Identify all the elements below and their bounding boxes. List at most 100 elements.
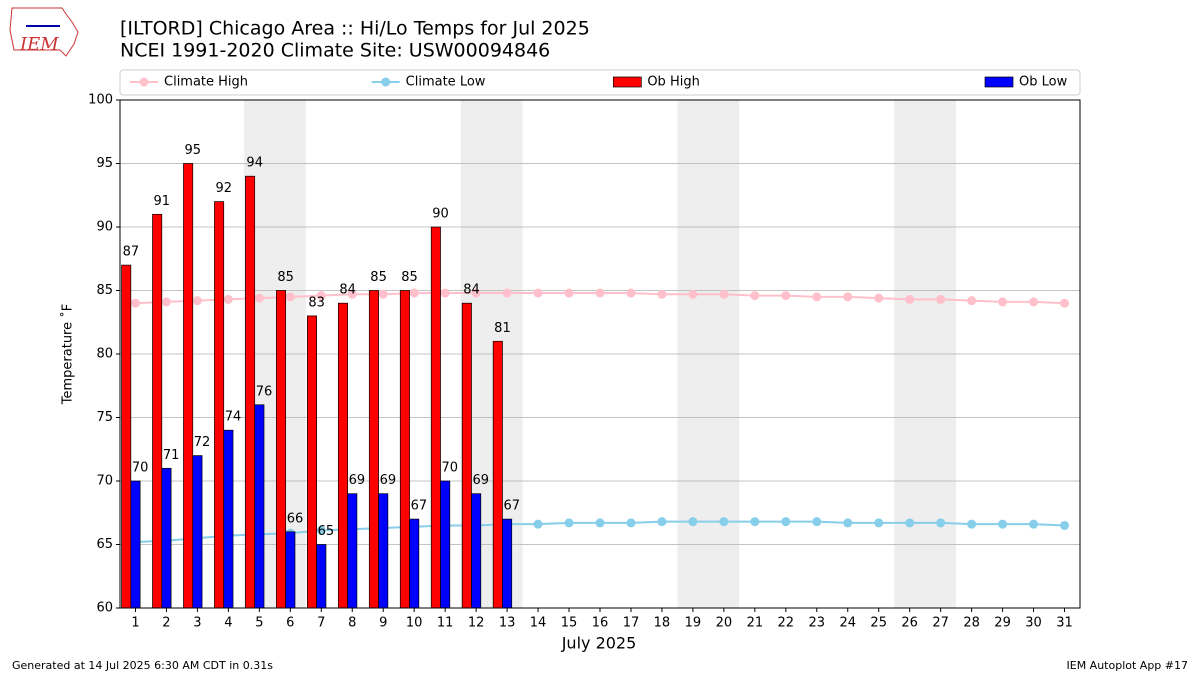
x-tick-label: 3 xyxy=(193,616,201,631)
marker xyxy=(781,517,791,527)
marker xyxy=(812,517,822,527)
bar xyxy=(399,290,410,609)
bar xyxy=(471,493,482,609)
data-label: 67 xyxy=(503,499,520,514)
data-label: 69 xyxy=(380,473,397,488)
marker xyxy=(285,292,295,302)
x-tick-label: 4 xyxy=(224,616,232,631)
data-label: 69 xyxy=(349,473,366,488)
y-tick-label: 65 xyxy=(96,537,113,552)
x-tick-label: 2 xyxy=(162,616,170,631)
legend-swatch xyxy=(612,76,642,88)
marker xyxy=(688,289,698,299)
x-tick-label: 22 xyxy=(778,616,795,631)
data-label: 81 xyxy=(494,321,511,336)
x-tick-label: 21 xyxy=(747,616,764,631)
bar xyxy=(161,467,172,609)
data-label: 90 xyxy=(432,207,449,222)
y-tick-label: 60 xyxy=(96,601,113,616)
marker xyxy=(130,298,140,308)
marker xyxy=(316,526,326,536)
bar xyxy=(368,290,379,609)
legend-marker xyxy=(381,77,391,87)
x-tick-label: 30 xyxy=(1025,616,1042,631)
data-label: 94 xyxy=(246,156,263,171)
data-label: 85 xyxy=(401,270,418,285)
bar xyxy=(130,480,141,609)
marker xyxy=(1060,298,1070,308)
bar xyxy=(316,544,327,609)
legend-label: Climate High xyxy=(164,75,248,90)
data-label: 69 xyxy=(473,473,490,488)
footer-left: Generated at 14 Jul 2025 6:30 AM CDT in … xyxy=(12,659,273,672)
x-tick-label: 12 xyxy=(468,616,485,631)
bar xyxy=(307,315,317,609)
marker xyxy=(905,294,915,304)
bar xyxy=(254,404,265,609)
bar xyxy=(409,518,420,609)
legend-swatch xyxy=(984,76,1014,88)
chart-title: [ILTORD] Chicago Area :: Hi/Lo Temps for… xyxy=(120,18,590,40)
x-axis-label: July 2025 xyxy=(561,634,637,653)
marker xyxy=(781,291,791,301)
marker xyxy=(626,518,636,528)
x-tick-label: 13 xyxy=(499,616,516,631)
logo-text: IEM xyxy=(19,34,59,55)
data-label: 84 xyxy=(463,283,480,298)
x-tick-label: 28 xyxy=(963,616,980,631)
marker xyxy=(812,292,822,302)
legend-label: Ob High xyxy=(647,75,700,90)
x-tick-label: 25 xyxy=(870,616,887,631)
legend-item: Climate Low xyxy=(371,75,486,90)
marker xyxy=(657,289,667,299)
marker xyxy=(316,291,326,301)
bar xyxy=(285,531,296,609)
marker xyxy=(874,518,884,528)
data-label: 92 xyxy=(215,181,232,196)
marker xyxy=(595,518,605,528)
marker xyxy=(564,518,574,528)
x-tick-label: 29 xyxy=(994,616,1011,631)
bar xyxy=(492,340,503,609)
x-tick-label: 27 xyxy=(932,616,949,631)
y-tick-label: 90 xyxy=(96,220,113,235)
marker xyxy=(378,289,388,299)
legend-item: Ob High xyxy=(612,75,700,90)
legend-box xyxy=(119,69,1081,96)
x-tick-label: 1 xyxy=(131,616,139,631)
x-tick-label: 23 xyxy=(809,616,826,631)
x-tick-label: 24 xyxy=(839,616,856,631)
bar xyxy=(214,201,225,609)
data-label: 65 xyxy=(318,524,335,539)
x-tick-label: 18 xyxy=(654,616,671,631)
legend-label: Climate Low xyxy=(406,75,486,90)
y-tick-label: 85 xyxy=(96,283,113,298)
marker xyxy=(409,288,419,298)
x-tick-label: 19 xyxy=(685,616,702,631)
marker xyxy=(998,297,1008,307)
marker xyxy=(967,519,977,529)
data-label: 85 xyxy=(277,270,294,285)
marker xyxy=(1060,520,1070,530)
marker xyxy=(347,289,357,299)
marker xyxy=(533,288,543,298)
bar xyxy=(461,302,472,609)
legend-item: Climate High xyxy=(130,75,248,90)
data-label: 72 xyxy=(194,435,211,450)
x-tick-label: 20 xyxy=(716,616,733,631)
data-label: 70 xyxy=(132,461,149,476)
marker xyxy=(843,292,853,302)
plot-frame xyxy=(119,99,1081,609)
data-label: 83 xyxy=(308,295,325,310)
x-tick-label: 7 xyxy=(317,616,325,631)
bar xyxy=(152,213,163,609)
data-label: 84 xyxy=(339,283,356,298)
bar xyxy=(502,518,513,609)
data-label: 91 xyxy=(154,194,171,209)
marker xyxy=(719,289,729,299)
data-label: 95 xyxy=(185,143,202,158)
bar xyxy=(430,226,441,609)
marker xyxy=(936,294,946,304)
bar xyxy=(121,264,132,609)
